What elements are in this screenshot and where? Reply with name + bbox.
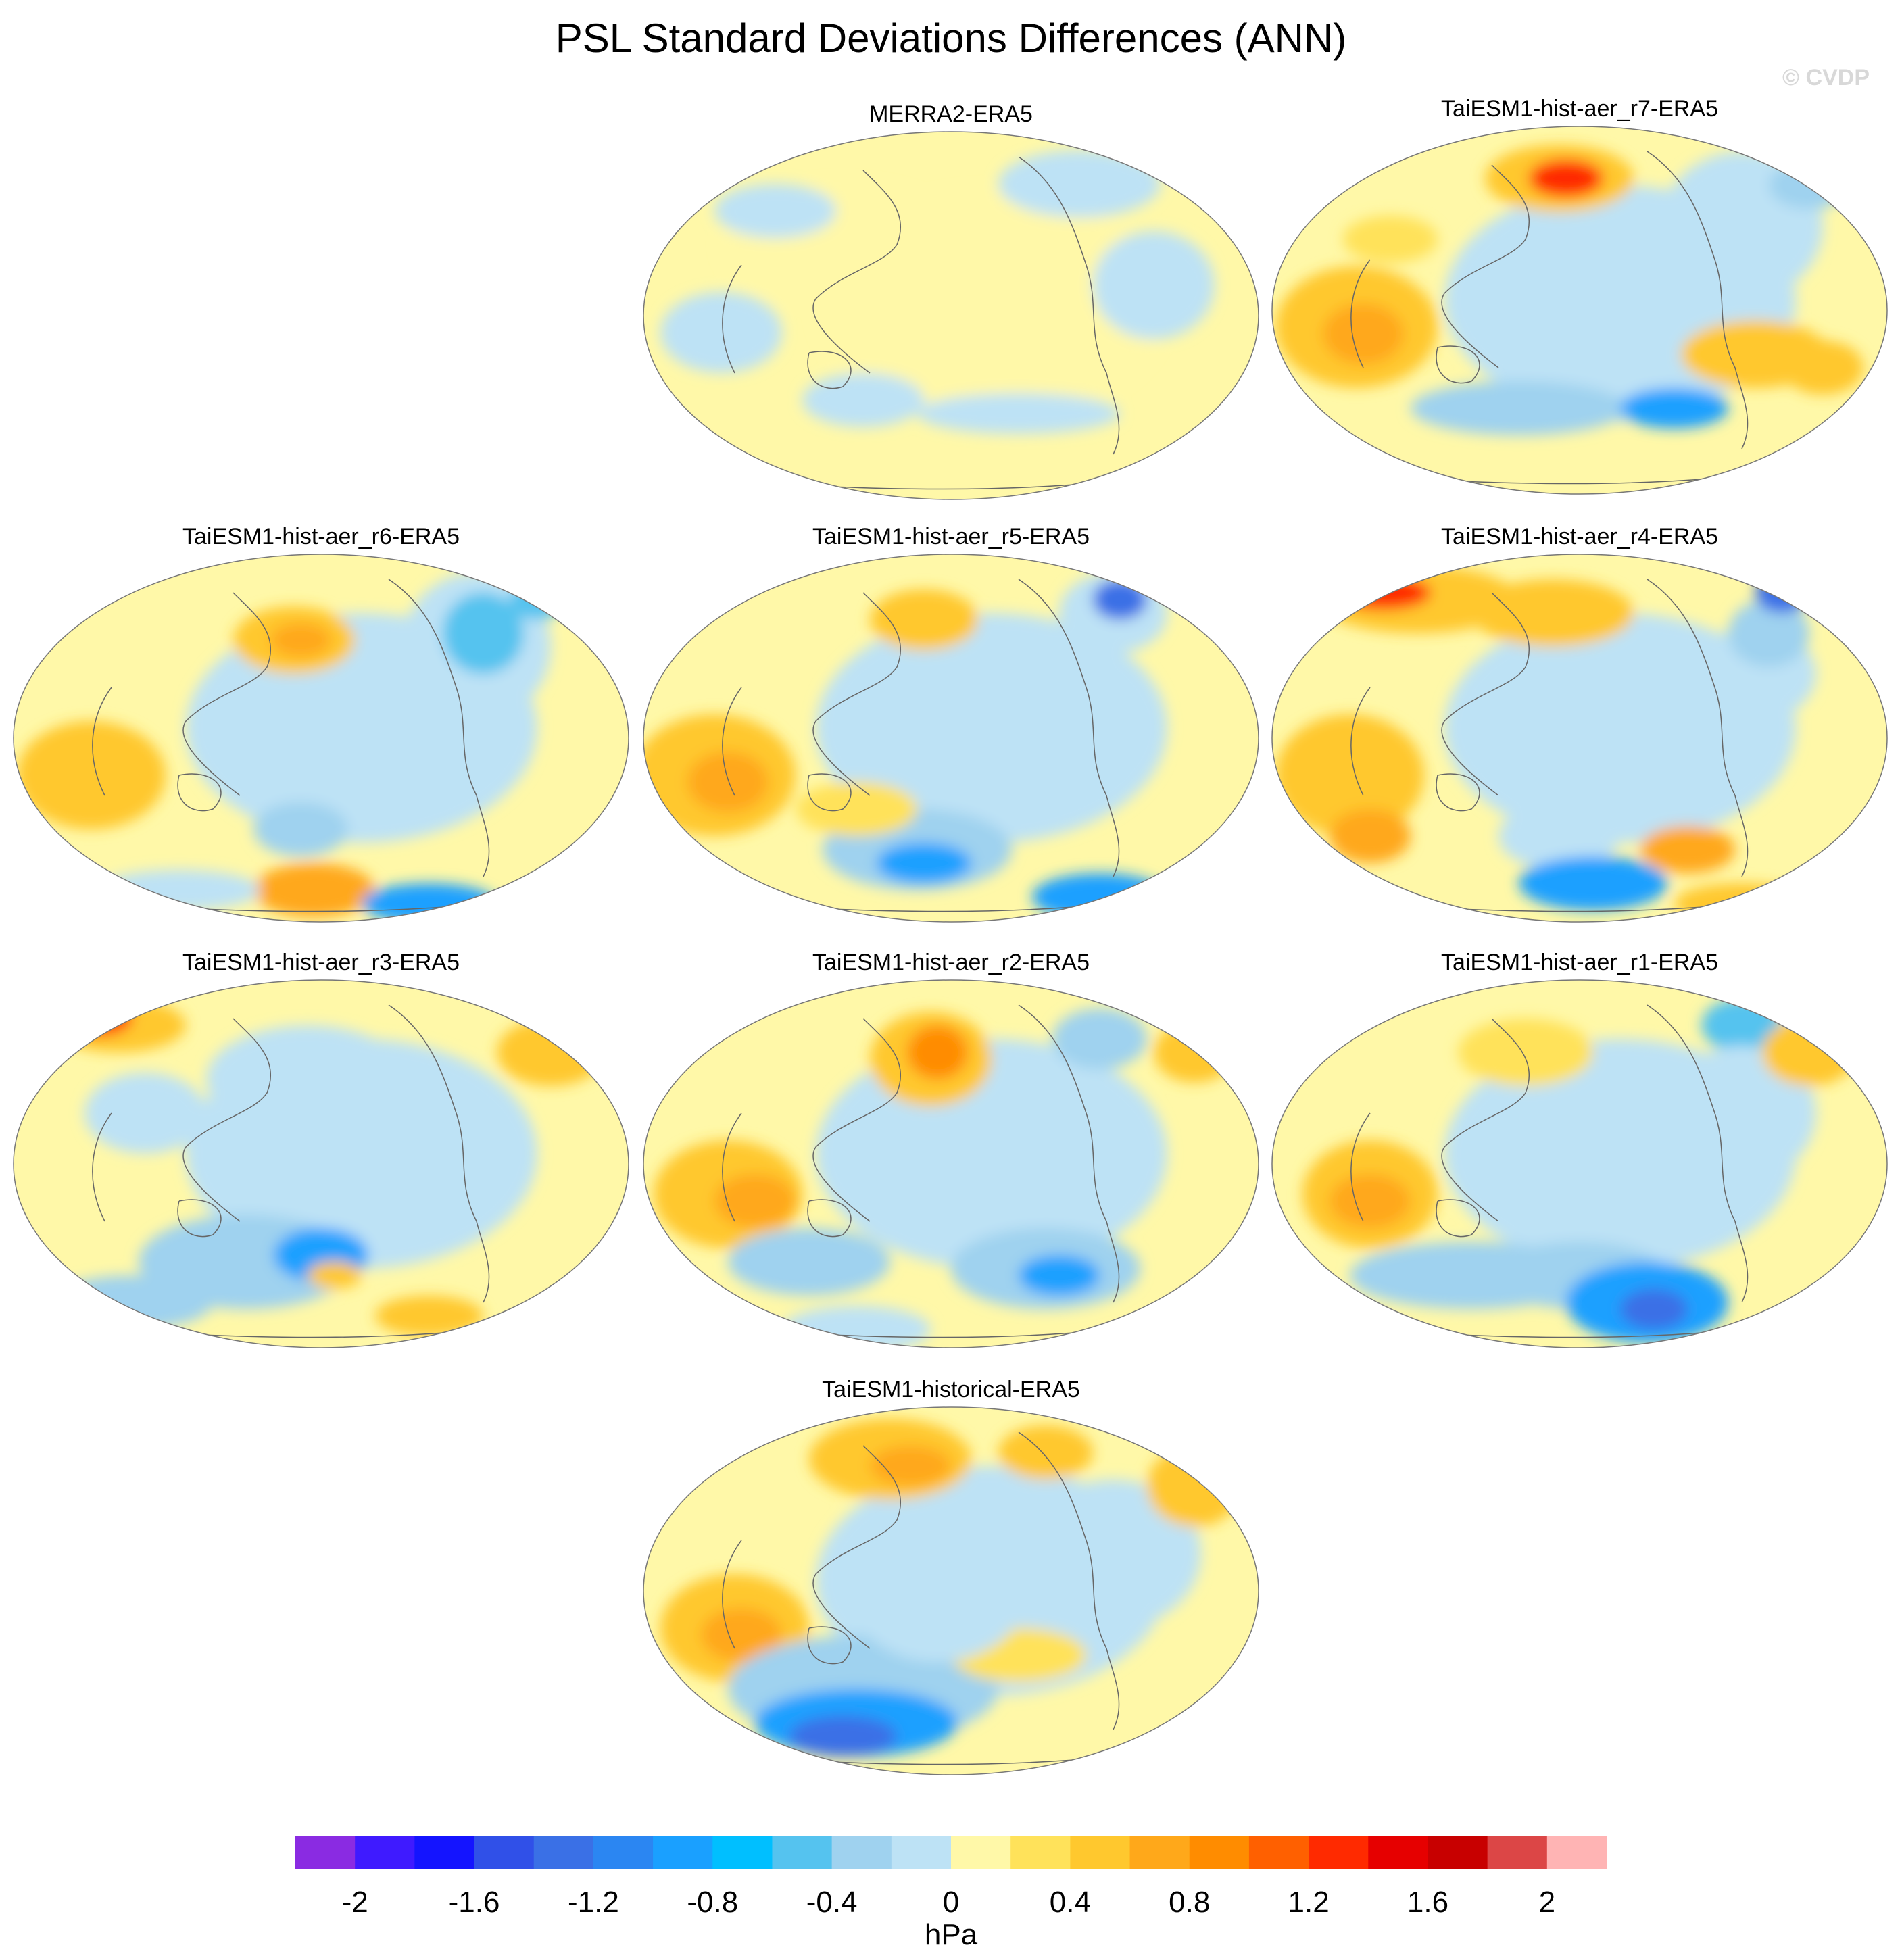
colorbar-tick-label: -1.6: [448, 1886, 500, 1919]
colorbar-swatch: [1309, 1836, 1369, 1869]
map-panel: TaiESM1-hist-aer_r5-ERA5: [640, 524, 1262, 929]
colorbar-swatch: [1487, 1836, 1548, 1869]
colorbar-swatch: [951, 1836, 1011, 1869]
colorbar-swatch: [1428, 1836, 1488, 1869]
figure-title: PSL Standard Deviations Differences (ANN…: [555, 16, 1347, 61]
panel-title: TaiESM1-hist-aer_r5-ERA5: [812, 524, 1090, 549]
map-panel: TaiESM1-hist-aer_r1-ERA5: [1269, 950, 1891, 1355]
globe-map: [1271, 554, 1888, 923]
panel-title: TaiESM1-hist-aer_r4-ERA5: [1440, 524, 1719, 549]
globe-map: [643, 979, 1259, 1348]
colorbar-tick-label: 0.4: [1049, 1886, 1091, 1919]
panel-title: TaiESM1-hist-aer_r7-ERA5: [1440, 96, 1719, 122]
map-panel: TaiESM1-hist-aer_r7-ERA5: [1269, 96, 1891, 501]
colorbar-swatch: [772, 1836, 833, 1869]
map-panel: TaiESM1-hist-aer_r3-ERA5: [10, 950, 632, 1355]
panel-title: TaiESM1-hist-aer_r6-ERA5: [182, 524, 460, 549]
colorbar-tick-label: 0.8: [1169, 1886, 1211, 1919]
panel-title: TaiESM1-historical-ERA5: [822, 1377, 1080, 1402]
colorbar-swatch: [1189, 1836, 1250, 1869]
colorbar-swatch: [1546, 1836, 1607, 1869]
colorbar-tick-label: 1.2: [1288, 1886, 1330, 1919]
globe-map: [13, 979, 629, 1348]
colorbar-tick-label: -0.4: [806, 1886, 858, 1919]
map-panel: TaiESM1-hist-aer_r6-ERA5: [10, 524, 632, 929]
map-panel: TaiESM1-hist-aer_r4-ERA5: [1269, 524, 1891, 929]
colorbar-tick-label: 1.6: [1407, 1886, 1449, 1919]
map-panel: TaiESM1-historical-ERA5: [640, 1377, 1262, 1782]
map-panel: TaiESM1-hist-aer_r2-ERA5: [640, 950, 1262, 1355]
colorbar-tick-label: -0.8: [687, 1886, 739, 1919]
colorbar: [295, 1836, 1607, 1869]
globe-map: [1271, 126, 1888, 495]
colorbar-tick-label: -2: [341, 1886, 368, 1919]
colorbar-swatch: [712, 1836, 773, 1869]
colorbar-tick-label: 0: [942, 1886, 960, 1919]
colorbar-tick-label: -1.2: [567, 1886, 619, 1919]
colorbar-swatch: [1368, 1836, 1428, 1869]
colorbar-swatch: [355, 1836, 415, 1869]
globe-map: [1271, 979, 1888, 1348]
colorbar-swatch: [1248, 1836, 1309, 1869]
colorbar-swatch: [533, 1836, 594, 1869]
map-panel: MERRA2-ERA5: [640, 101, 1262, 507]
colorbar-tick-label: 2: [1538, 1886, 1556, 1919]
watermark: © CVDP: [1782, 65, 1870, 91]
globe-map: [643, 1406, 1259, 1775]
colorbar-swatch: [1129, 1836, 1190, 1869]
globe-map: [643, 131, 1259, 500]
globe-map: [13, 554, 629, 923]
colorbar-swatch: [593, 1836, 654, 1869]
panel-title: TaiESM1-hist-aer_r3-ERA5: [182, 950, 460, 975]
colorbar-swatch: [295, 1836, 356, 1869]
panel-title: MERRA2-ERA5: [869, 101, 1033, 127]
colorbar-swatch: [891, 1836, 952, 1869]
colorbar-swatch: [1070, 1836, 1131, 1869]
colorbar-swatch: [831, 1836, 892, 1869]
colorbar-swatch: [1010, 1836, 1071, 1869]
panel-title: TaiESM1-hist-aer_r1-ERA5: [1440, 950, 1719, 975]
colorbar-units: hPa: [924, 1918, 978, 1951]
colorbar-swatch: [474, 1836, 535, 1869]
panel-title: TaiESM1-hist-aer_r2-ERA5: [812, 950, 1090, 975]
globe-map: [643, 554, 1259, 923]
colorbar-swatch: [414, 1836, 475, 1869]
colorbar-swatch: [653, 1836, 713, 1869]
